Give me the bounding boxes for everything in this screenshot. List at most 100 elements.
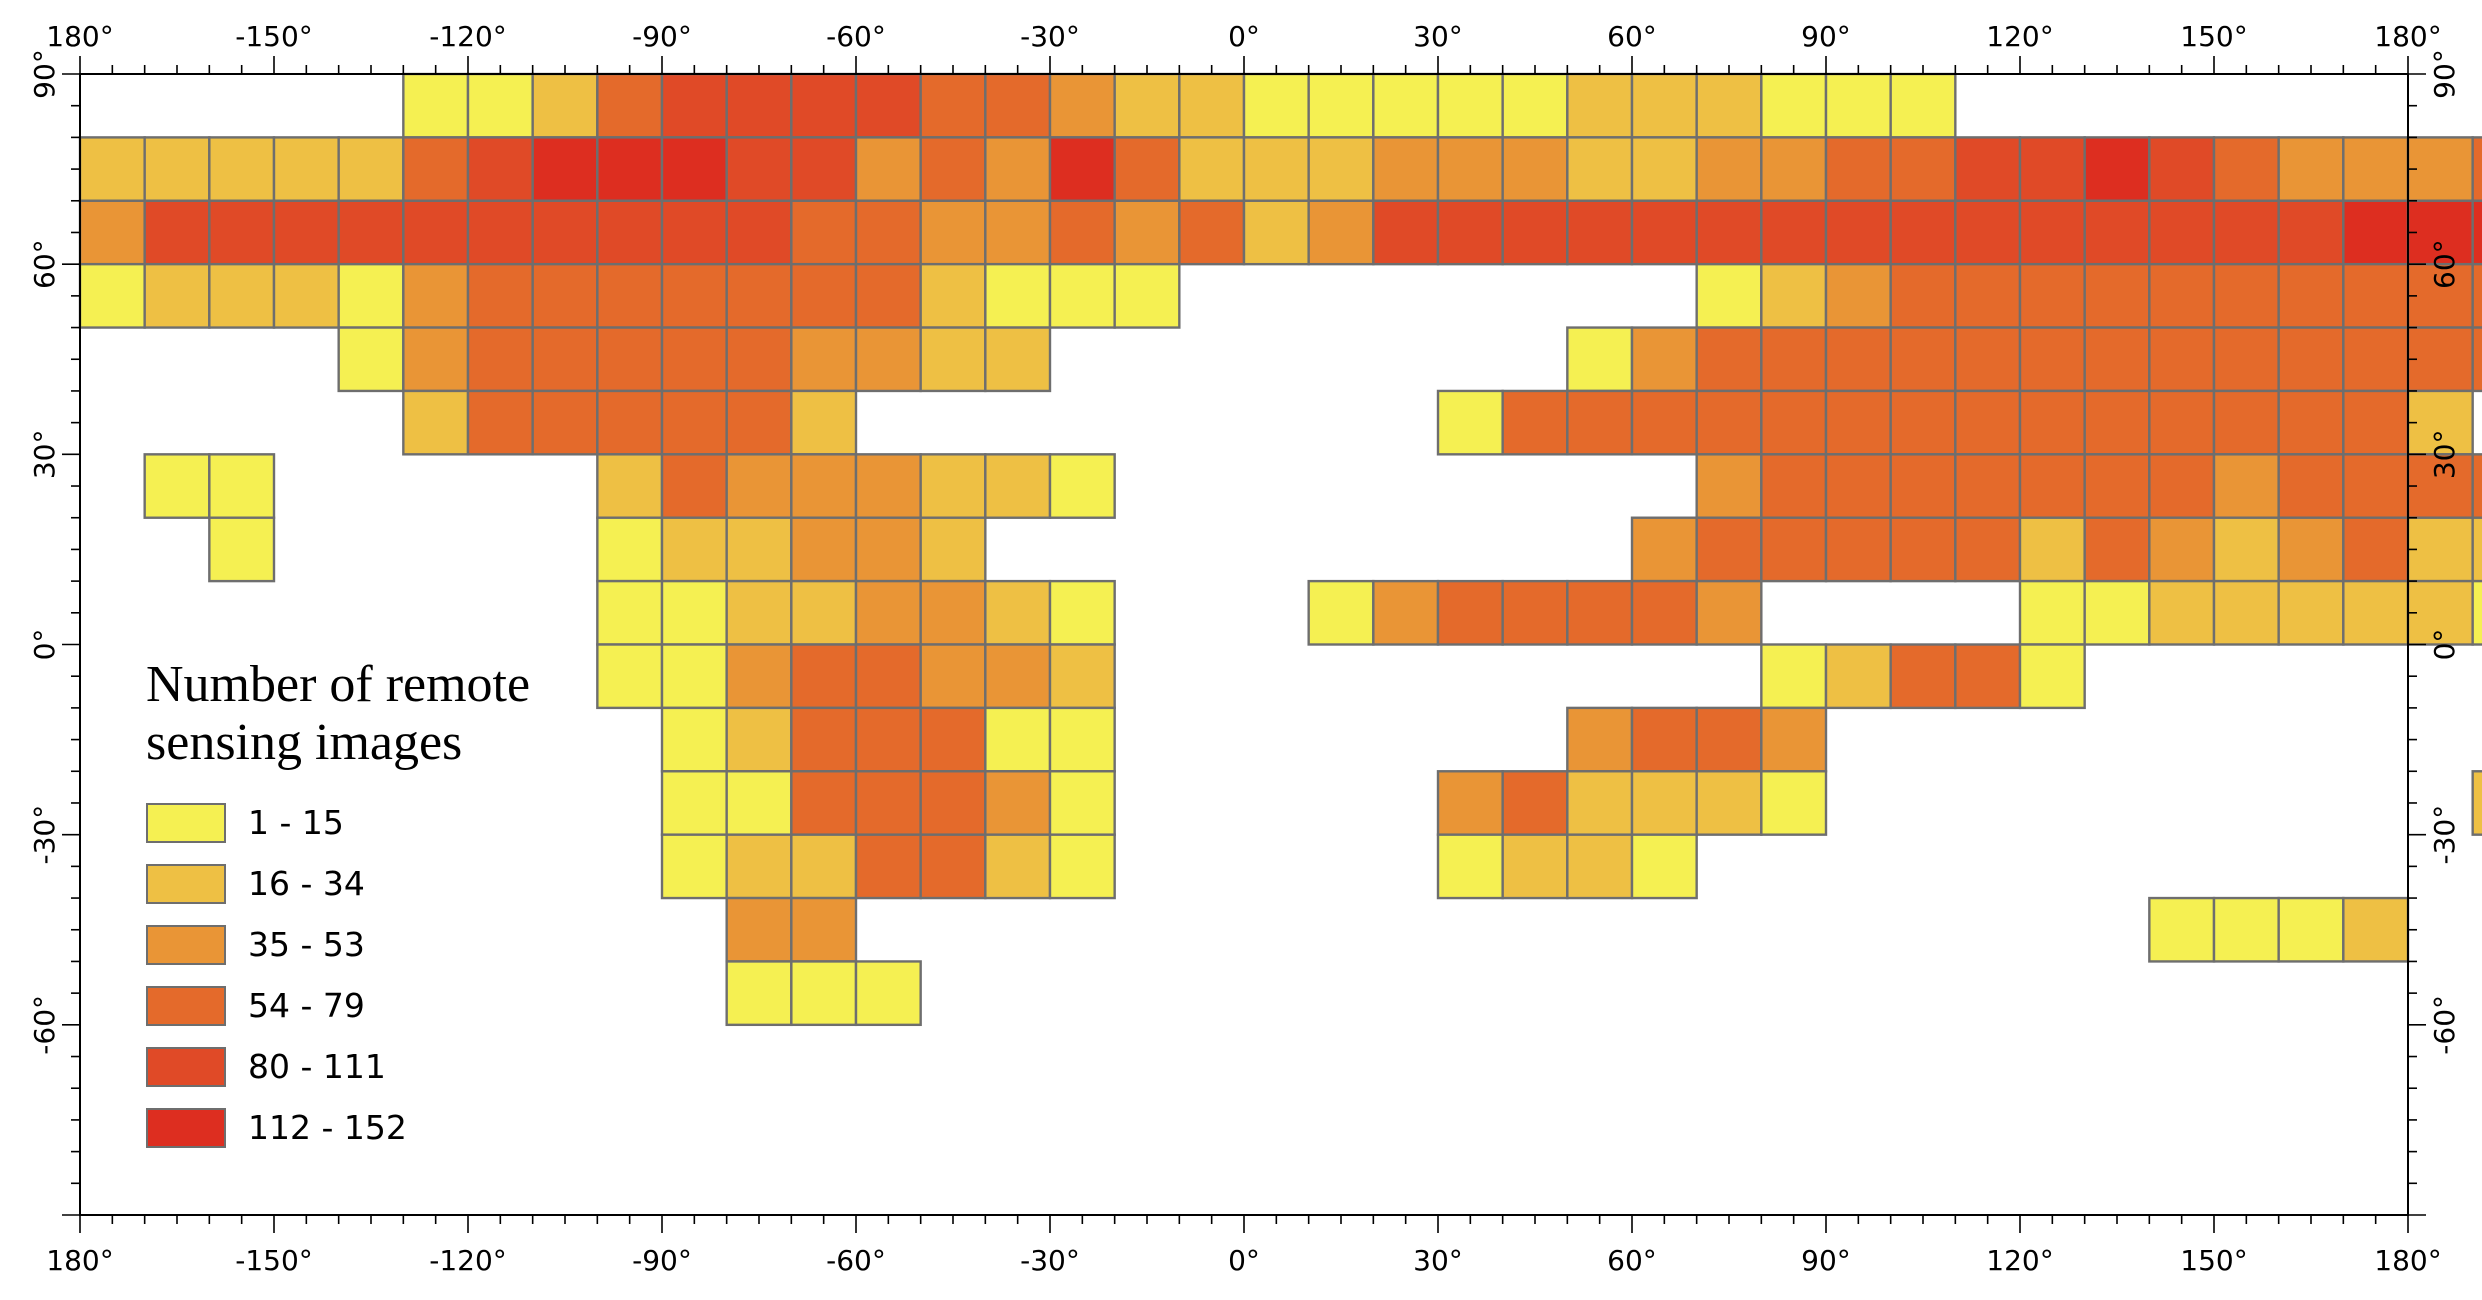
grid-cell xyxy=(2342,896,2410,963)
legend-swatch xyxy=(146,924,226,965)
grid-cell xyxy=(272,199,340,266)
grid-cell xyxy=(2148,136,2216,202)
coordinate-labels: 180° 180° -150° -150° -120° -120° -90° -90° -60°… xyxy=(28,20,2461,1277)
grid-cell xyxy=(919,72,987,139)
grid-cell xyxy=(1760,389,1828,456)
grid-cell xyxy=(2212,199,2280,266)
grid-cell xyxy=(2018,199,2086,266)
grid-cell xyxy=(1307,72,1375,139)
legend-label: 112 - 152 xyxy=(248,1108,407,1147)
grid-cell xyxy=(854,453,922,519)
grid-cell xyxy=(402,136,470,202)
grid-cell xyxy=(1954,136,2022,202)
grid-cell xyxy=(725,199,793,266)
grid-cell xyxy=(1566,389,1634,456)
grid-cell xyxy=(854,706,922,773)
grid-cell xyxy=(1501,72,1569,139)
grid-cell xyxy=(1889,643,1957,710)
grid-cell xyxy=(1372,136,1440,202)
grid-cell xyxy=(596,516,664,583)
grid-cell xyxy=(2018,643,2086,710)
grid-cell xyxy=(2018,579,2086,646)
grid-cell xyxy=(1307,136,1375,202)
grid-cell xyxy=(1630,706,1698,773)
grid-cell xyxy=(1048,72,1116,139)
legend-item: 54 - 79 xyxy=(146,975,666,1036)
grid-cell xyxy=(596,199,664,266)
grid-cell xyxy=(337,199,405,266)
grid-cell xyxy=(596,136,664,202)
grid-cell xyxy=(402,389,470,456)
grid-cell xyxy=(208,199,276,266)
grid-cell xyxy=(1501,833,1569,900)
grid-cell xyxy=(1760,72,1828,139)
grid-cell xyxy=(725,326,793,393)
grid-cell xyxy=(790,389,858,456)
grid-cell xyxy=(1566,199,1634,266)
grid-cell xyxy=(531,262,599,329)
grid-cell xyxy=(1307,579,1375,646)
grid-cell xyxy=(1824,136,1892,202)
lat-label-right: 30° xyxy=(2428,430,2461,480)
grid-cell xyxy=(531,72,599,139)
grid-cell xyxy=(1630,516,1698,583)
grid-cell xyxy=(660,453,728,519)
lat-label-left: 30° xyxy=(28,430,61,480)
grid-cell xyxy=(1889,262,1957,329)
grid-cell xyxy=(1566,706,1634,773)
grid-cell xyxy=(1630,199,1698,266)
grid-cell xyxy=(854,199,922,266)
grid-cell xyxy=(790,770,858,836)
grid-cell xyxy=(2018,136,2086,202)
grid-cell xyxy=(2018,389,2086,456)
grid-cell xyxy=(725,770,793,836)
graticule-ticks xyxy=(62,56,2426,1233)
grid-cell xyxy=(1630,833,1698,900)
lon-label-bottom: 60° xyxy=(1607,1244,1657,1277)
grid-cell xyxy=(2471,579,2482,646)
grid-cell xyxy=(854,833,922,900)
grid-cell xyxy=(2083,262,2151,329)
grid-cell xyxy=(1436,72,1504,139)
grid-cell xyxy=(790,579,858,646)
lon-label-bottom: 120° xyxy=(1986,1244,2053,1277)
grid-cell xyxy=(984,262,1052,329)
grid-cell xyxy=(919,453,987,519)
grid-cell xyxy=(402,262,470,329)
lon-label-top: 180° xyxy=(46,20,113,53)
lon-label-top: -60° xyxy=(826,20,886,53)
grid-cell xyxy=(1824,453,1892,519)
grid-cell xyxy=(725,960,793,1027)
grid-cell xyxy=(725,896,793,963)
lat-label-right: 90° xyxy=(2428,49,2461,99)
grid-cell xyxy=(337,326,405,393)
legend-swatch xyxy=(146,985,226,1026)
grid-cell xyxy=(143,199,211,266)
lon-label-bottom: 0° xyxy=(1228,1244,1260,1277)
grid-cell xyxy=(337,262,405,329)
legend-swatch xyxy=(146,1107,226,1148)
grid-cell xyxy=(725,833,793,900)
grid-cell xyxy=(854,960,922,1027)
lat-label-left: -60° xyxy=(28,995,61,1055)
grid-cell xyxy=(1760,199,1828,266)
grid-cell xyxy=(660,706,728,773)
grid-cell xyxy=(1113,136,1181,202)
grid-cell xyxy=(725,453,793,519)
grid-cell xyxy=(660,262,728,329)
grid-cell xyxy=(1954,389,2022,456)
grid-cell xyxy=(1889,136,1957,202)
grid-cell xyxy=(2471,516,2482,583)
grid-cell xyxy=(1760,516,1828,583)
grid-cell xyxy=(854,262,922,329)
grid-cell xyxy=(1048,136,1116,202)
grid-cell xyxy=(2018,262,2086,329)
grid-cell xyxy=(1178,199,1246,266)
lat-label-right: -30° xyxy=(2428,805,2461,865)
grid-cell xyxy=(1566,72,1634,139)
grid-cell xyxy=(984,326,1052,393)
grid-cell xyxy=(919,706,987,773)
legend-label: 16 - 34 xyxy=(248,864,365,903)
grid-cell xyxy=(2277,896,2345,963)
grid-cell xyxy=(1501,389,1569,456)
